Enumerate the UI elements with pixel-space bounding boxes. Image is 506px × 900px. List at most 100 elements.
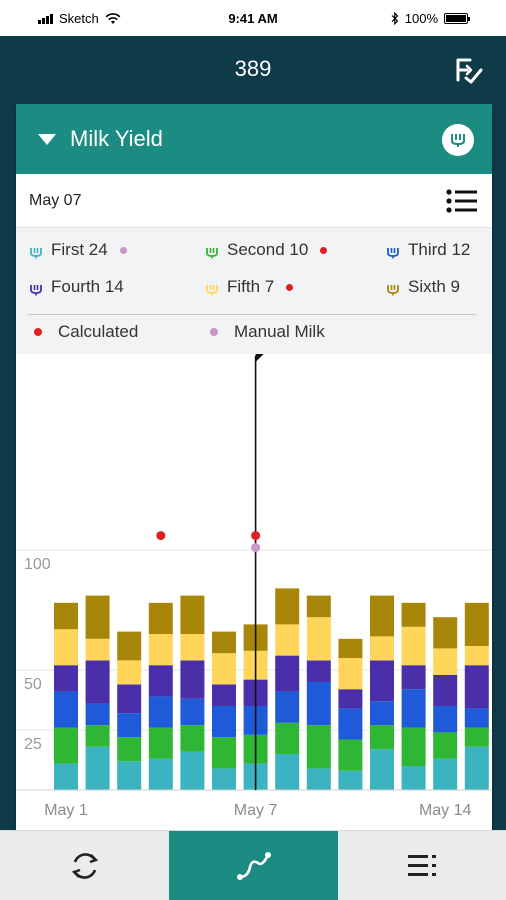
card-header[interactable]: Milk Yield xyxy=(16,104,492,174)
bar-segment[interactable] xyxy=(148,665,173,697)
bar-segment[interactable] xyxy=(338,658,363,690)
bar-segment[interactable] xyxy=(212,706,236,738)
bar-segment[interactable] xyxy=(117,737,142,762)
bar-segment[interactable] xyxy=(370,660,394,702)
bar-segment[interactable] xyxy=(148,727,173,759)
legend-item-manual-milk[interactable]: Manual Milk xyxy=(210,322,325,342)
legend-item-calculated[interactable]: Calculated xyxy=(34,322,138,342)
bar-segment[interactable] xyxy=(85,660,110,704)
bar-segment[interactable] xyxy=(85,638,110,661)
bar-segment[interactable] xyxy=(180,660,205,699)
bar-segment[interactable] xyxy=(180,595,205,634)
bar-segment[interactable] xyxy=(401,766,426,790)
app-header: 389 xyxy=(0,36,506,104)
list-view-icon[interactable] xyxy=(446,188,478,214)
bar-segment[interactable] xyxy=(117,631,142,661)
bar-segment[interactable] xyxy=(212,737,236,769)
bar-segment[interactable] xyxy=(180,698,205,726)
tab-sync[interactable] xyxy=(0,831,169,900)
bar-segment[interactable] xyxy=(370,636,394,661)
bar-segment[interactable] xyxy=(117,684,142,714)
bar-segment[interactable] xyxy=(401,689,426,728)
bar-segment[interactable] xyxy=(117,660,142,685)
bottom-tab-bar xyxy=(0,830,506,900)
bar-segment[interactable] xyxy=(370,725,394,750)
bar-segment[interactable] xyxy=(464,602,489,646)
bar-segment[interactable] xyxy=(85,725,110,747)
bar-segment[interactable] xyxy=(433,674,458,706)
bar-segment[interactable] xyxy=(148,758,173,790)
bar-segment[interactable] xyxy=(401,665,426,690)
bar-segment[interactable] xyxy=(433,758,458,790)
bar-segment[interactable] xyxy=(306,768,331,790)
bar-segment[interactable] xyxy=(464,727,489,747)
bar-segment[interactable] xyxy=(180,751,205,790)
bar-segment[interactable] xyxy=(401,626,426,666)
bar-segment[interactable] xyxy=(275,655,300,692)
bar-segment[interactable] xyxy=(464,665,489,709)
bar-segment[interactable] xyxy=(212,768,236,790)
bar-segment[interactable] xyxy=(464,746,489,790)
bar-segment[interactable] xyxy=(54,691,78,728)
bar-segment[interactable] xyxy=(212,631,236,654)
bar-segment[interactable] xyxy=(306,725,331,769)
legend-item-third[interactable]: Third 12 xyxy=(387,240,470,260)
bar-segment[interactable] xyxy=(338,708,363,740)
bar-segment[interactable] xyxy=(117,761,142,790)
bar-segment[interactable] xyxy=(306,617,331,661)
bar-segment[interactable] xyxy=(85,595,110,639)
bar-segment[interactable] xyxy=(54,727,78,764)
bar-segment[interactable] xyxy=(338,770,363,790)
collapse-caret-icon[interactable] xyxy=(38,134,56,145)
bar-segment[interactable] xyxy=(370,595,394,637)
bar-segment[interactable] xyxy=(148,696,173,728)
bar-segment[interactable] xyxy=(338,689,363,709)
udder-badge-icon[interactable] xyxy=(442,124,474,156)
bar-segment[interactable] xyxy=(275,588,300,625)
bar-segment[interactable] xyxy=(85,703,110,726)
tab-chart[interactable] xyxy=(169,831,338,900)
bar-segment[interactable] xyxy=(54,763,78,790)
bar-segment[interactable] xyxy=(212,684,236,706)
bar-segment[interactable] xyxy=(275,624,300,656)
bar-segment[interactable] xyxy=(401,727,426,766)
stacked-bar-chart[interactable]: 25 50 100 May 1 May 7 May 14 xyxy=(16,354,492,830)
bar-segment[interactable] xyxy=(117,713,142,738)
bar-segment[interactable] xyxy=(54,665,78,692)
bar-segment[interactable] xyxy=(433,706,458,733)
bar-segment[interactable] xyxy=(180,725,205,752)
bar-segment[interactable] xyxy=(54,602,78,630)
carrier-name: Sketch xyxy=(59,11,99,26)
legend-item-fourth[interactable]: Fourth 14 xyxy=(30,277,124,297)
calculated-point xyxy=(156,531,166,541)
bar-segment[interactable] xyxy=(275,722,300,754)
tab-list[interactable] xyxy=(338,831,506,900)
bar-segment[interactable] xyxy=(464,646,489,666)
bar-segment[interactable] xyxy=(306,660,331,682)
bar-segment[interactable] xyxy=(464,708,489,728)
transfer-check-icon[interactable] xyxy=(452,56,484,84)
bar-segment[interactable] xyxy=(306,595,331,618)
bar-segment[interactable] xyxy=(370,749,394,790)
legend-item-first[interactable]: First 24 xyxy=(30,240,127,260)
legend-item-sixth[interactable]: Sixth 9 xyxy=(387,277,460,297)
bar-segment[interactable] xyxy=(275,754,300,790)
bar-segment[interactable] xyxy=(433,617,458,649)
bar-segment[interactable] xyxy=(401,602,426,627)
bar-segment[interactable] xyxy=(85,746,110,790)
bar-segment[interactable] xyxy=(180,634,205,661)
bar-segment[interactable] xyxy=(54,629,78,666)
bar-segment[interactable] xyxy=(148,634,173,666)
bar-segment[interactable] xyxy=(338,739,363,771)
bar-segment[interactable] xyxy=(433,648,458,675)
bar-segment[interactable] xyxy=(306,682,331,726)
legend-item-fifth[interactable]: Fifth 7 xyxy=(206,277,294,297)
bar-segment[interactable] xyxy=(338,638,363,658)
bar-segment[interactable] xyxy=(212,653,236,685)
bar-segment[interactable] xyxy=(275,691,300,723)
bar-segment[interactable] xyxy=(370,701,394,726)
bar-segment[interactable] xyxy=(433,732,458,759)
milk-yield-chart[interactable]: 25 50 100 May 1 May 7 May 14 xyxy=(16,354,492,830)
legend-item-second[interactable]: Second 10 xyxy=(206,240,328,260)
bar-segment[interactable] xyxy=(148,602,173,634)
